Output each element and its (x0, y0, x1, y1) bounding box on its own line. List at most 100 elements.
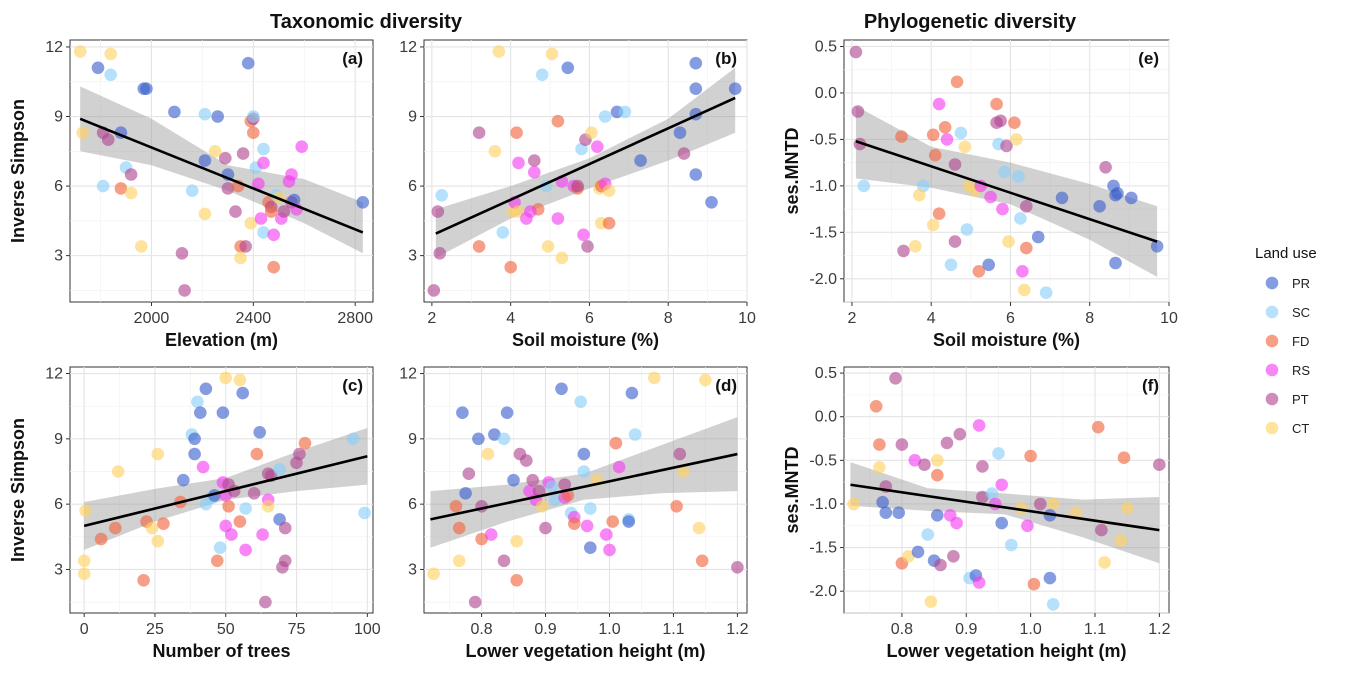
panel-b: 2 4 6 8 10 3 6 9 12 Soil moisture (%) (b) (399, 39, 756, 350)
data-point-ct (541, 240, 555, 253)
data-point-fd (869, 400, 883, 413)
x-tick-label: 0.9 (955, 621, 977, 638)
data-point-pt (293, 447, 306, 461)
data-point-pt (1153, 458, 1166, 472)
x-tick-label: 8 (1085, 310, 1094, 327)
data-point-pr (622, 515, 635, 528)
data-point-rs (252, 177, 265, 191)
data-point-pr (584, 541, 597, 554)
data-point-ct (219, 371, 232, 385)
data-point-ct (902, 550, 915, 563)
x-axis-label: Elevation (m) (165, 330, 278, 350)
data-point-pt (462, 467, 476, 481)
y-tick-label: 0.0 (815, 409, 837, 426)
data-point-fd (609, 436, 623, 450)
data-point-ct (648, 371, 661, 385)
legend-label: FD (1292, 334, 1309, 349)
data-point-ct (135, 240, 148, 253)
data-point-sc (1005, 538, 1018, 552)
data-point-ct (198, 207, 212, 221)
data-point-pr (1150, 240, 1164, 253)
x-tick-label: 1.0 (1020, 621, 1042, 638)
y-tick-label: -1.5 (809, 540, 837, 557)
data-point-ct (545, 47, 559, 61)
data-point-pt (178, 284, 191, 297)
plot-area (77, 371, 371, 609)
plot-area (847, 372, 1166, 611)
data-point-pr (689, 168, 703, 181)
data-point-pt (897, 244, 910, 258)
data-point-fd (950, 75, 964, 89)
data-point-fd (928, 148, 942, 162)
x-tick-label: 75 (288, 621, 306, 638)
data-point-pt (849, 45, 863, 59)
data-point-pt (101, 133, 115, 146)
data-point-ct (1114, 534, 1127, 547)
data-point-pt (247, 487, 261, 500)
data-point-pt (528, 154, 541, 167)
data-point-pr (216, 406, 230, 420)
data-point-rs (256, 528, 269, 541)
y-tick-label: 6 (408, 496, 417, 513)
data-point-fd (932, 207, 946, 220)
data-point-ct (151, 534, 165, 548)
data-point-sc (496, 226, 510, 239)
legend: Land use PR SC FD RS PT CT (1255, 245, 1317, 436)
data-point-rs (580, 519, 594, 533)
data-point-ct (234, 251, 247, 265)
data-point-ct (931, 454, 944, 467)
data-point-ct (1069, 506, 1082, 519)
data-point-pt (278, 554, 292, 568)
x-tick-label: 1.1 (1084, 621, 1106, 638)
y-tick-label: 0.0 (815, 85, 837, 102)
data-point-pr (625, 386, 639, 400)
legend-title: Land use (1255, 245, 1317, 262)
data-point-sc (191, 395, 204, 409)
plot-area (427, 45, 742, 297)
data-point-rs (239, 543, 252, 557)
panel-tag: (e) (1138, 49, 1159, 68)
data-point-rs (995, 478, 1008, 492)
data-point-fd (873, 438, 886, 451)
data-point-pr (356, 196, 370, 209)
data-point-sc (574, 395, 587, 409)
x-axis-label: Soil moisture (%) (933, 330, 1080, 350)
data-point-pr (199, 382, 213, 396)
x-tick-label: 2400 (236, 310, 272, 327)
data-point-sc (992, 447, 1005, 460)
data-point-rs (932, 97, 946, 111)
data-point-pt (277, 205, 291, 218)
panel-tag: (b) (715, 49, 737, 68)
data-point-fd (233, 515, 247, 528)
data-point-pr (577, 447, 591, 461)
data-point-pr (876, 495, 889, 509)
data-point-sc (577, 465, 591, 478)
data-point-fd (157, 517, 170, 530)
data-point-sc (944, 258, 958, 272)
data-point-pt (433, 247, 447, 260)
y-tick-label: 12 (399, 39, 417, 56)
data-point-sc (198, 107, 212, 121)
data-point-pt (472, 126, 486, 139)
data-point-pt (994, 114, 1007, 128)
y-tick-label: -2.0 (809, 271, 837, 288)
y-axis-label: Inverse Simpson (8, 418, 28, 562)
data-point-pt (934, 558, 947, 572)
data-point-pr (705, 196, 718, 209)
data-point-pt (1034, 497, 1047, 511)
data-point-pr (211, 110, 224, 123)
data-point-ct (1098, 556, 1111, 569)
data-point-sc (96, 179, 110, 193)
data-point-rs (972, 576, 986, 589)
x-axis-label: Soil moisture (%) (512, 330, 659, 350)
data-point-rs (996, 202, 1009, 216)
data-point-pr (253, 426, 266, 439)
data-point-sc (857, 179, 871, 193)
data-point-ct (145, 521, 159, 535)
data-point-pt (526, 473, 539, 487)
data-point-ct (924, 595, 938, 608)
data-point-fd (222, 500, 235, 513)
data-point-fd (264, 205, 278, 218)
data-point-pr (168, 105, 181, 119)
